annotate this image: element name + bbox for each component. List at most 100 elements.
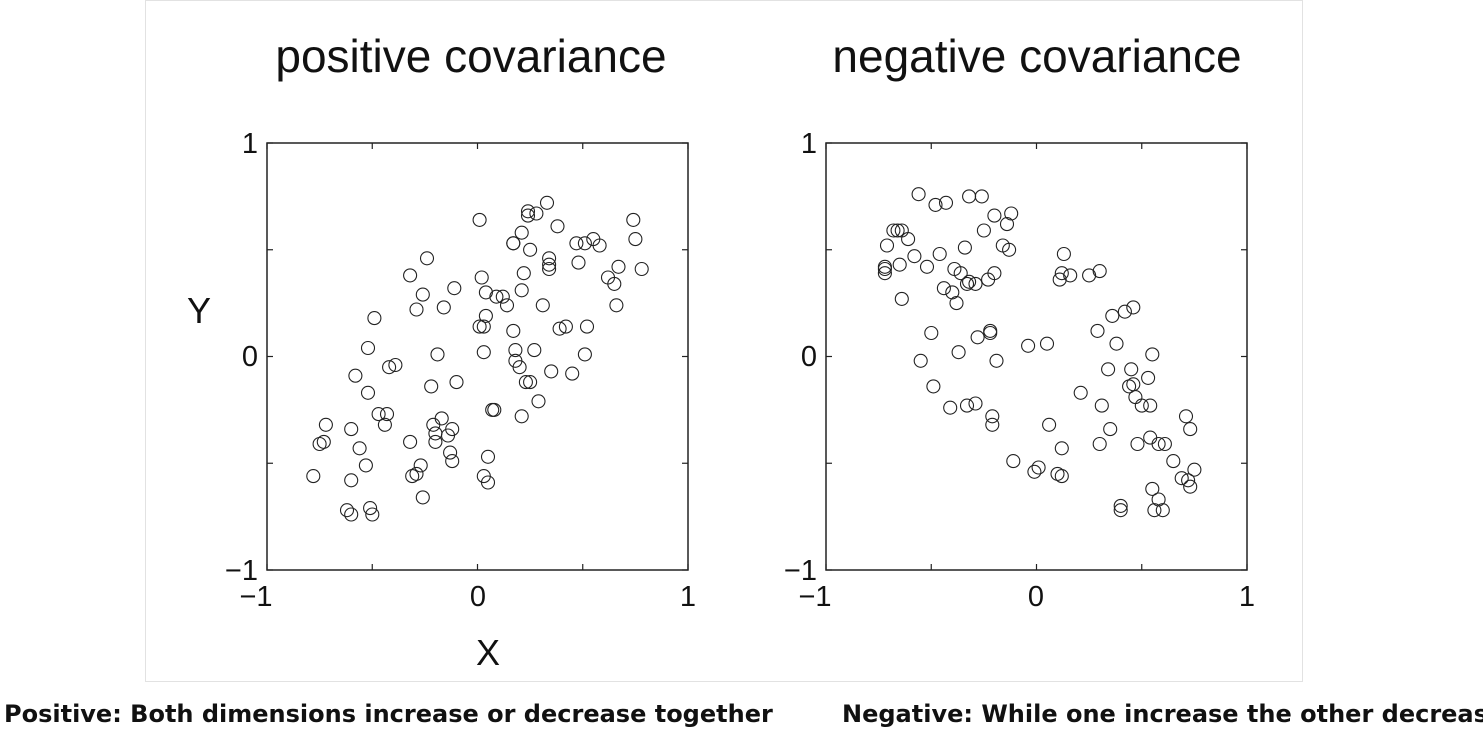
data-point	[514, 283, 529, 298]
data-point	[487, 402, 502, 417]
data-points	[877, 187, 1202, 518]
caption-negative: Negative: While one increase the other d…	[842, 700, 1483, 728]
data-point	[919, 259, 935, 274]
data-point	[474, 270, 489, 285]
data-point	[1092, 436, 1107, 452]
data-point	[552, 321, 567, 336]
negative-covariance-plot: negative covariance 1 0 −1 −1 0 1	[784, 30, 1255, 613]
data-point	[344, 507, 359, 522]
x-axis-label: X	[476, 632, 500, 673]
data-point	[579, 319, 595, 334]
data-point	[1183, 422, 1198, 437]
y-tick-label-top: 1	[242, 128, 258, 160]
data-point	[877, 261, 892, 277]
plot-frame	[825, 142, 1248, 571]
data-point	[577, 236, 592, 251]
data-point	[447, 281, 462, 296]
data-point	[1130, 436, 1145, 452]
data-point	[499, 298, 515, 313]
data-point	[306, 469, 321, 484]
data-point	[371, 407, 386, 422]
data-point	[1166, 454, 1181, 469]
data-point	[415, 287, 430, 302]
data-point	[569, 236, 584, 251]
caption-positive: Positive: Both dimensions increase or de…	[4, 700, 773, 728]
data-point	[428, 434, 443, 449]
data-point	[476, 345, 491, 360]
data-point	[514, 409, 529, 424]
data-point	[577, 347, 592, 362]
data-point	[312, 436, 327, 452]
data-point	[539, 195, 555, 210]
data-point	[1082, 268, 1097, 283]
y-tick-label-middle: 0	[242, 341, 258, 373]
data-point	[607, 276, 622, 291]
data-point	[542, 261, 557, 277]
data-point	[523, 375, 538, 390]
data-point	[542, 257, 557, 272]
data-point	[419, 251, 435, 266]
data-point	[943, 400, 958, 415]
data-point	[529, 206, 544, 221]
data-point	[478, 308, 493, 323]
y-tick-label-middle: 0	[801, 341, 817, 373]
x-tick-label-right: 1	[1239, 581, 1255, 613]
data-point	[628, 232, 643, 247]
data-point	[1006, 454, 1021, 469]
data-point	[476, 319, 491, 334]
data-point	[1113, 498, 1128, 513]
y-axis-label: Y	[187, 290, 211, 331]
data-point	[363, 501, 378, 516]
data-point	[938, 195, 954, 210]
data-point	[382, 360, 397, 375]
data-point	[1187, 462, 1202, 477]
data-point	[531, 394, 546, 409]
data-point	[609, 298, 624, 313]
data-point	[348, 368, 363, 383]
data-point	[1157, 436, 1172, 452]
chart-title: positive covariance	[275, 30, 666, 82]
data-point	[445, 454, 460, 469]
data-point	[409, 466, 424, 481]
data-point	[968, 276, 983, 291]
data-point	[478, 285, 493, 300]
data-point	[1151, 436, 1166, 452]
data-point	[365, 507, 380, 522]
x-tick-label-middle: 0	[470, 581, 486, 613]
data-point	[1031, 460, 1046, 475]
data-point	[1056, 246, 1071, 262]
data-point	[377, 417, 392, 432]
data-point	[318, 417, 333, 432]
data-point	[1124, 362, 1139, 377]
positive-covariance-plot: positive covariance 1 0 −1 −1 0 1 X Y	[187, 30, 696, 673]
data-point	[409, 302, 424, 317]
data-point	[424, 379, 439, 394]
data-point	[352, 441, 367, 456]
data-point	[489, 289, 504, 304]
data-point	[968, 396, 983, 411]
data-point	[527, 343, 542, 358]
data-point	[445, 422, 460, 437]
data-point	[472, 319, 487, 334]
data-point	[1094, 398, 1109, 413]
data-point	[449, 375, 464, 390]
data-point	[592, 238, 607, 253]
data-point	[1141, 370, 1156, 385]
data-point	[430, 347, 445, 362]
data-point	[558, 319, 573, 334]
data-point	[434, 411, 449, 426]
data-point	[970, 330, 985, 345]
tick-marks	[266, 142, 689, 571]
data-point	[892, 257, 907, 272]
data-point	[974, 189, 989, 204]
data-point	[1117, 304, 1132, 319]
data-point	[959, 276, 975, 291]
data-point	[367, 311, 382, 326]
data-point	[358, 458, 373, 473]
data-point	[626, 212, 641, 227]
data-point	[1063, 268, 1078, 283]
data-point	[495, 289, 510, 304]
data-point	[1147, 503, 1162, 518]
data-point	[1073, 385, 1088, 400]
data-point	[1128, 390, 1143, 405]
